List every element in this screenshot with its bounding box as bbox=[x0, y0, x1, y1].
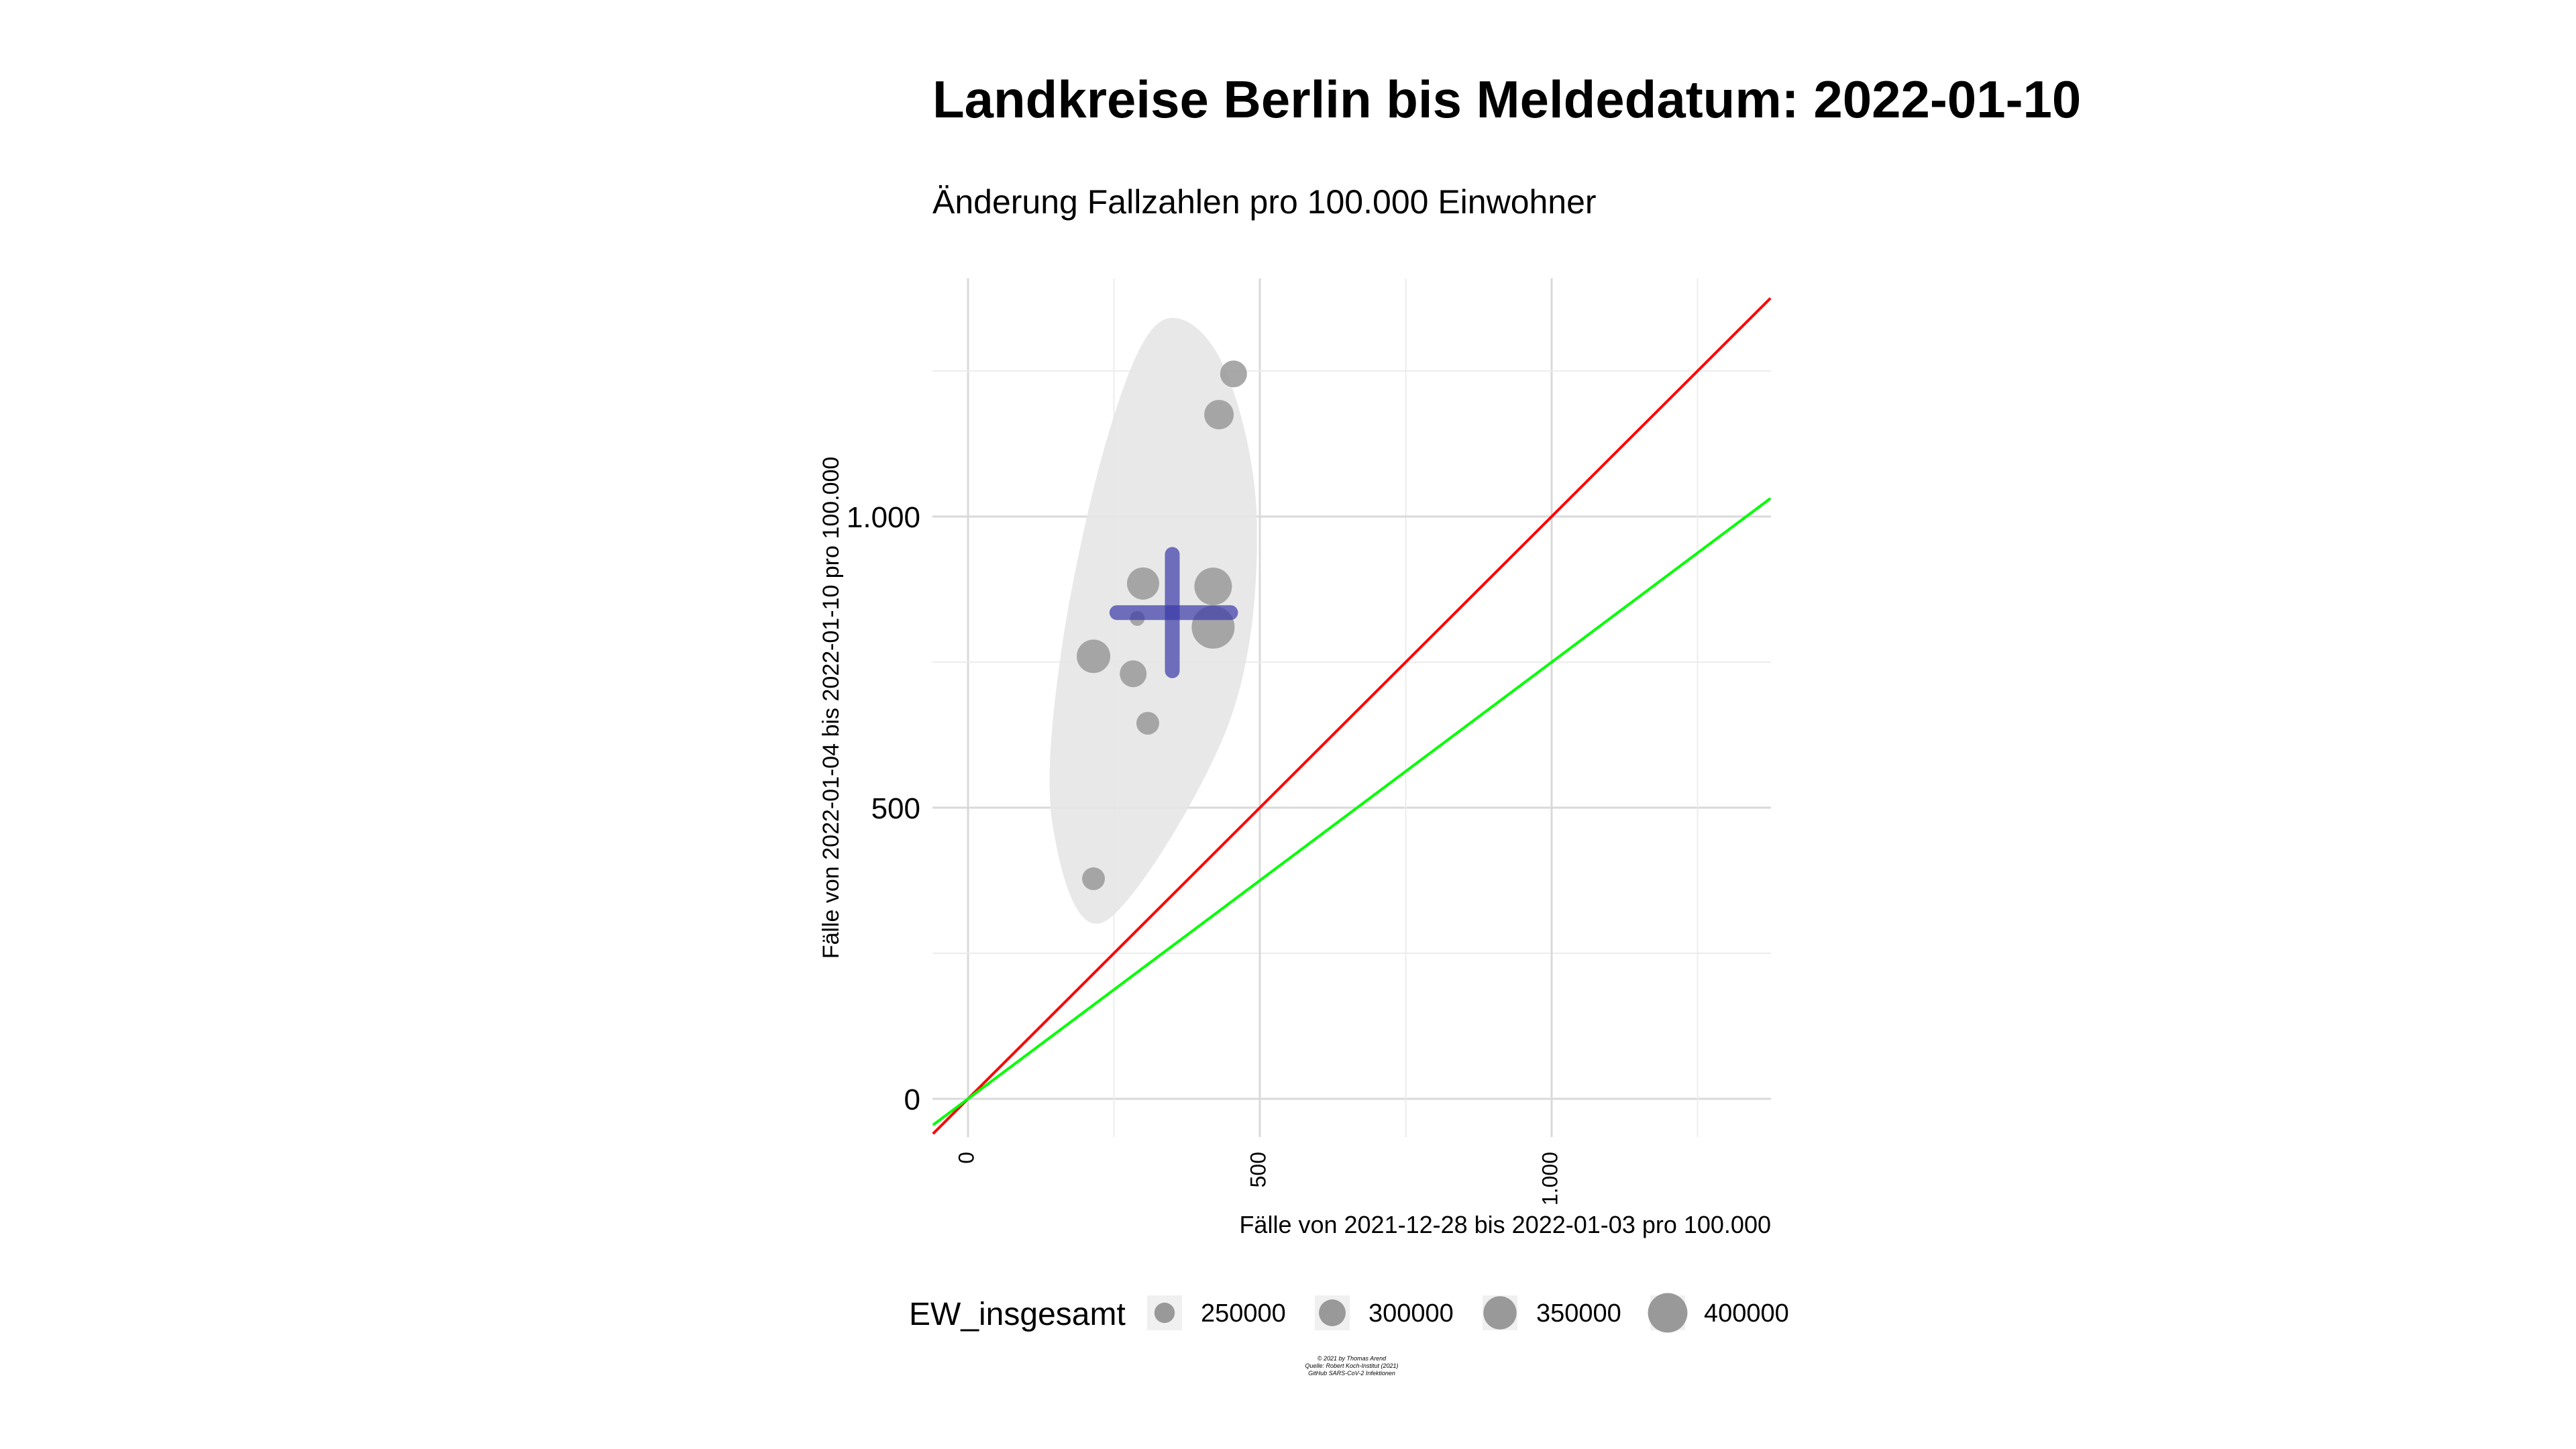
data-point bbox=[1120, 660, 1147, 688]
caption-line: © 2021 by Thomas Arend bbox=[1318, 1355, 1387, 1362]
data-point bbox=[1082, 867, 1106, 890]
chart-title: Landkreise Berlin bis Meldedatum: 2022-0… bbox=[932, 70, 2081, 129]
legend-title: EW_insgesamt bbox=[909, 1297, 1126, 1332]
legend-key-point bbox=[1648, 1293, 1688, 1333]
legend-label: 350000 bbox=[1536, 1299, 1621, 1328]
x-tick-label: 1.000 bbox=[1538, 1152, 1562, 1205]
y-axis-ticks: 0 500 1.000 bbox=[847, 501, 920, 1116]
data-point bbox=[1136, 712, 1159, 735]
y-axis-label: Fälle von 2022-01-04 bis 2022-01-10 pro … bbox=[818, 457, 844, 959]
y-tick-label: 500 bbox=[871, 792, 920, 825]
x-tick-label: 0 bbox=[954, 1152, 978, 1164]
confidence-ellipse-layer bbox=[1049, 317, 1257, 924]
legend-key-point bbox=[1154, 1302, 1175, 1324]
x-axis-label: Fälle von 2021-12-28 bis 2022-01-03 pro … bbox=[1239, 1211, 1771, 1238]
reference-line bbox=[932, 497, 1772, 1126]
mean-cross bbox=[1109, 547, 1238, 679]
reference-lines bbox=[932, 297, 1772, 1135]
y-tick-label: 0 bbox=[904, 1083, 920, 1116]
legend-label: 400000 bbox=[1704, 1299, 1789, 1328]
chart-subtitle: Änderung Fallzahlen pro 100.000 Einwohne… bbox=[932, 183, 1597, 221]
data-point bbox=[1204, 400, 1234, 430]
legend-key-point bbox=[1319, 1299, 1346, 1326]
x-axis-ticks: 0 500 1.000 bbox=[954, 1152, 1562, 1205]
reference-line bbox=[932, 297, 1772, 1135]
legend-entries: 250000 300000 350000 400000 bbox=[1147, 1293, 1789, 1333]
legend-label: 300000 bbox=[1368, 1299, 1454, 1328]
legend-key-point bbox=[1483, 1296, 1517, 1330]
legend-label: 250000 bbox=[1201, 1299, 1286, 1328]
data-point bbox=[1077, 639, 1111, 674]
legend: EW_insgesamt 250000 300000 350000 400000 bbox=[909, 1293, 1789, 1333]
y-tick-label: 1.000 bbox=[847, 501, 920, 534]
x-tick-label: 500 bbox=[1246, 1152, 1270, 1187]
caption-line: GitHub SARS-CoV-2 Infektionen bbox=[1308, 1370, 1395, 1377]
data-point bbox=[1194, 568, 1232, 606]
data-point bbox=[1220, 360, 1247, 388]
caption-line: Quelle: Robert Koch-Institut (2021) bbox=[1305, 1362, 1398, 1369]
data-point bbox=[1127, 567, 1159, 600]
confidence-ellipse bbox=[1049, 317, 1257, 924]
caption: © 2021 by Thomas Arend Quelle: Robert Ko… bbox=[1305, 1355, 1398, 1377]
